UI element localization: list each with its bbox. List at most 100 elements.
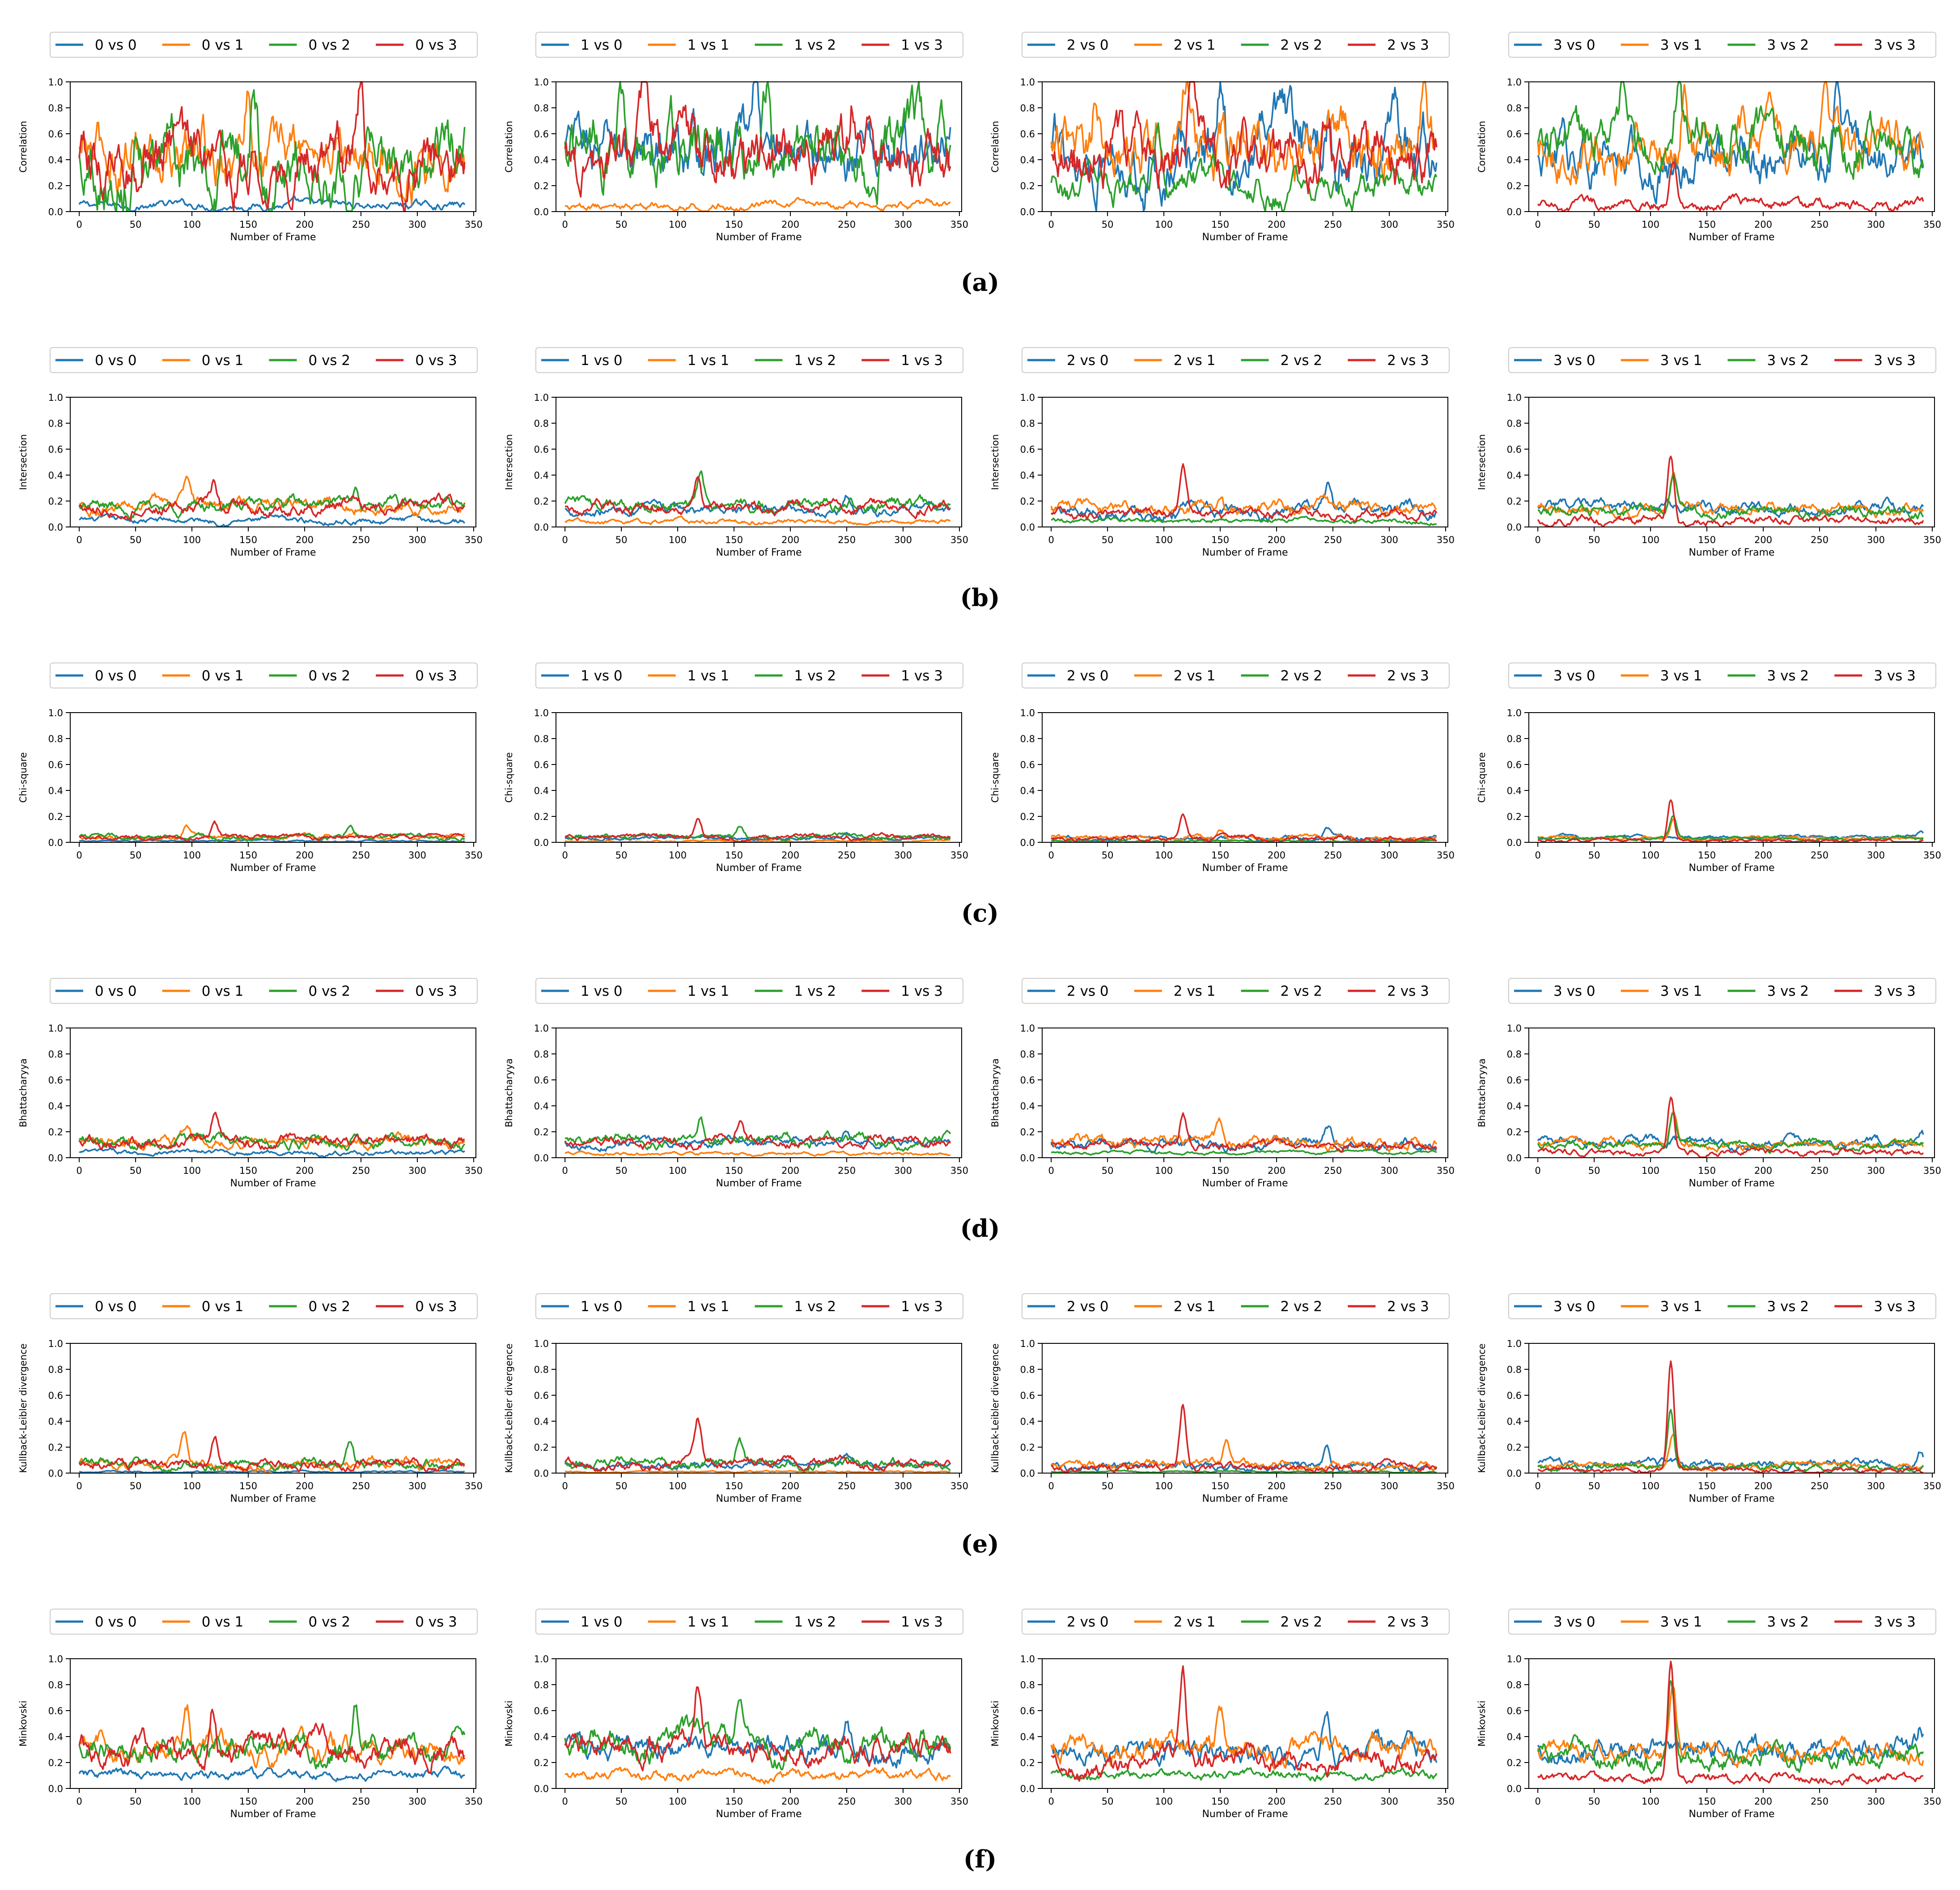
y-tick-label: 0.0 [1507, 207, 1522, 217]
legend-label: 3 vs 2 [1767, 668, 1809, 684]
axes-frame [556, 1343, 962, 1474]
x-tick-label: 50 [1102, 1481, 1114, 1491]
legend-label: 3 vs 2 [1767, 983, 1809, 999]
x-tick-label: 200 [1268, 1165, 1285, 1176]
legend-label: 0 vs 2 [309, 1614, 351, 1630]
x-tick-label: 300 [894, 1481, 912, 1491]
y-tick-label: 0.0 [534, 207, 549, 217]
series-line-0-vs-3 [78, 1436, 465, 1473]
axes-frame [1042, 1343, 1448, 1474]
x-tick-label: 200 [1268, 1796, 1285, 1807]
y-tick-label: 1.0 [534, 1023, 549, 1034]
series-group [1050, 1665, 1438, 1782]
y-tick-label: 1.0 [1507, 1654, 1522, 1665]
x-tick-label: 50 [615, 535, 628, 545]
series-line-3-vs-3 [1537, 799, 1924, 842]
x-tick-label: 150 [239, 1481, 257, 1491]
x-tick-label: 200 [296, 1165, 314, 1176]
series-line-3-vs-2 [1537, 81, 1924, 180]
y-tick-label: 0.8 [1507, 734, 1522, 744]
legend-label: 3 vs 3 [1874, 1614, 1916, 1630]
row-caption: (e) [961, 1529, 999, 1558]
series-group [1050, 81, 1438, 212]
y-tick-label: 1.0 [1020, 1023, 1035, 1034]
panel-1-2: 2 vs 0 2 vs 1 2 vs 2 2 vs 3 0 50 100 150 200 250 3… [990, 32, 1455, 243]
panel-1-1: 1 vs 0 1 vs 1 1 vs 2 1 vs 3 0 50 100 150 200 250 3… [504, 32, 968, 243]
legend-label: 2 vs 2 [1281, 1299, 1323, 1315]
legend-label: 1 vs 0 [581, 37, 623, 53]
y-tick-label: 0.4 [1507, 1101, 1522, 1112]
y-axis-label: Kullback-Leibler divergence [1476, 1343, 1487, 1473]
x-tick-label: 300 [408, 850, 426, 861]
legend-label: 2 vs 0 [1067, 1614, 1109, 1630]
x-axis-label: Number of Frame [1688, 1809, 1774, 1820]
y-tick-label: 0.2 [534, 496, 549, 507]
x-tick-label: 0 [562, 1481, 568, 1491]
series-line-2-vs-3 [1050, 1112, 1438, 1153]
panel-4-3: 3 vs 0 3 vs 1 3 vs 2 3 vs 3 0 50 100 150 200 250 3… [1476, 978, 1941, 1189]
legend-label: 2 vs 0 [1067, 668, 1109, 684]
legend-label: 2 vs 2 [1281, 353, 1323, 369]
y-tick-label: 1.0 [1507, 1338, 1522, 1349]
legend-label: 3 vs 0 [1553, 37, 1595, 53]
panel-1-3: 3 vs 0 3 vs 1 3 vs 2 3 vs 3 0 50 100 150 200 250 3… [1476, 32, 1941, 243]
x-tick-label: 250 [1811, 1165, 1828, 1176]
x-tick-label: 350 [1437, 1165, 1455, 1176]
y-tick-label: 0.2 [48, 1758, 63, 1768]
panel-5-3: 3 vs 0 3 vs 1 3 vs 2 3 vs 3 0 50 100 150 200 250 3… [1476, 1293, 1941, 1504]
x-axis-label: Number of Frame [1202, 1493, 1288, 1504]
x-tick-label: 150 [1698, 850, 1716, 861]
x-axis-label: Number of Frame [1202, 862, 1288, 874]
axes-frame [1528, 712, 1935, 843]
y-tick-label: 0.6 [48, 129, 63, 140]
series-group [1537, 799, 1924, 842]
y-tick-label: 0.4 [1507, 786, 1522, 796]
y-tick-label: 1.0 [1507, 708, 1522, 718]
y-tick-label: 0.6 [1507, 760, 1522, 770]
x-tick-label: 350 [1923, 850, 1941, 861]
y-tick-label: 1.0 [534, 392, 549, 403]
x-tick-label: 150 [239, 535, 257, 545]
x-tick-label: 150 [1211, 1165, 1229, 1176]
series-line-1-vs-2 [564, 1699, 951, 1771]
x-tick-label: 50 [130, 850, 142, 861]
y-tick-label: 0.2 [1507, 1758, 1522, 1768]
y-tick-label: 0.8 [48, 1049, 63, 1060]
legend-box [50, 1609, 478, 1635]
series-group [1537, 1661, 1924, 1786]
series-line-2-vs-0 [1051, 481, 1437, 523]
series-line-3-vs-1 [1537, 81, 1924, 186]
legend-label: 0 vs 3 [415, 668, 457, 684]
y-tick-label: 0.0 [1020, 1468, 1035, 1479]
panel-4-1: 1 vs 0 1 vs 1 1 vs 2 1 vs 3 0 50 100 150 200 250 3… [504, 978, 968, 1189]
y-tick-label: 0.2 [534, 181, 549, 191]
x-tick-label: 350 [1923, 219, 1941, 230]
x-tick-label: 250 [1811, 850, 1828, 861]
y-tick-label: 0.4 [534, 155, 549, 166]
y-tick-label: 0.0 [1020, 1153, 1035, 1164]
x-tick-label: 100 [669, 1481, 687, 1491]
y-tick-label: 0.6 [1507, 444, 1522, 455]
x-tick-label: 0 [76, 1796, 82, 1807]
legend-label: 3 vs 0 [1553, 353, 1595, 369]
row-caption: (c) [961, 899, 999, 927]
series-line-3-vs-3 [1537, 1661, 1923, 1786]
panel-3-0: 0 vs 0 0 vs 1 0 vs 2 0 vs 3 0 50 100 150 200 250 3… [18, 663, 483, 874]
x-tick-label: 350 [1437, 219, 1455, 230]
legend-label: 0 vs 3 [415, 353, 457, 369]
x-tick-label: 200 [1754, 1481, 1772, 1491]
series-group [79, 820, 465, 842]
y-tick-label: 0.6 [534, 129, 549, 140]
x-axis-label: Number of Frame [1688, 547, 1774, 558]
x-tick-label: 200 [1754, 1165, 1772, 1176]
y-axis-label: Correlation [504, 121, 514, 173]
legend-label: 0 vs 1 [202, 1299, 244, 1315]
axes-frame [1042, 1028, 1448, 1158]
series-line-2-vs-1 [1050, 81, 1438, 184]
legend-label: 1 vs 1 [687, 668, 730, 684]
y-tick-label: 0.4 [1507, 470, 1522, 481]
series-line-1-vs-1 [564, 197, 951, 212]
y-tick-label: 0.2 [534, 811, 549, 822]
y-tick-label: 0.8 [48, 103, 63, 114]
x-tick-label: 300 [1867, 1165, 1885, 1176]
